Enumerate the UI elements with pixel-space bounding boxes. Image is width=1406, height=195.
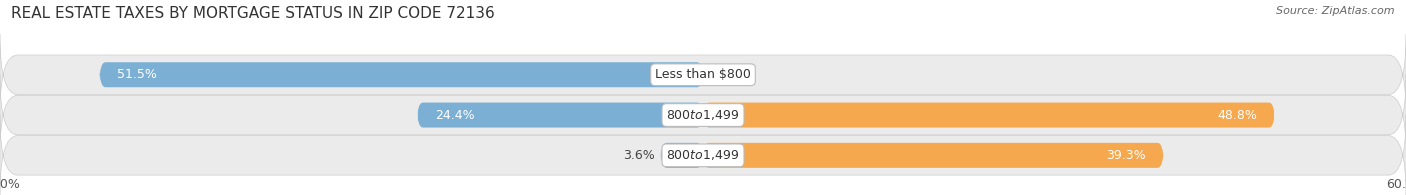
- Text: 3.6%: 3.6%: [623, 149, 655, 162]
- FancyBboxPatch shape: [100, 62, 703, 87]
- Text: $800 to $1,499: $800 to $1,499: [666, 148, 740, 162]
- FancyBboxPatch shape: [703, 103, 1275, 128]
- Text: 24.4%: 24.4%: [434, 109, 474, 121]
- Text: 0.0%: 0.0%: [709, 68, 741, 81]
- FancyBboxPatch shape: [0, 34, 1406, 115]
- FancyBboxPatch shape: [0, 74, 1406, 156]
- Text: Less than $800: Less than $800: [655, 68, 751, 81]
- Text: REAL ESTATE TAXES BY MORTGAGE STATUS IN ZIP CODE 72136: REAL ESTATE TAXES BY MORTGAGE STATUS IN …: [11, 6, 495, 21]
- FancyBboxPatch shape: [418, 103, 703, 128]
- FancyBboxPatch shape: [661, 143, 703, 168]
- Text: 48.8%: 48.8%: [1218, 109, 1257, 121]
- Text: 51.5%: 51.5%: [117, 68, 157, 81]
- FancyBboxPatch shape: [0, 115, 1406, 195]
- Text: $800 to $1,499: $800 to $1,499: [666, 108, 740, 122]
- Text: Source: ZipAtlas.com: Source: ZipAtlas.com: [1277, 6, 1395, 16]
- FancyBboxPatch shape: [703, 143, 1164, 168]
- Text: 39.3%: 39.3%: [1107, 149, 1146, 162]
